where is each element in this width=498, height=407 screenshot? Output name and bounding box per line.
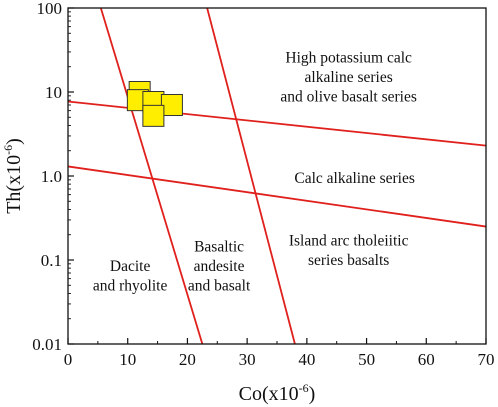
region-label-line: Island arc tholeiitic bbox=[289, 233, 409, 250]
x-tick-label: 30 bbox=[239, 350, 256, 369]
region-label: Island arc tholeiitic series basalts bbox=[289, 233, 409, 270]
x-tick-label: 40 bbox=[298, 350, 315, 369]
region-label-line: and basalt bbox=[188, 277, 251, 294]
x-axis-label: Co(x10-6) bbox=[239, 381, 316, 405]
y-tick-label: 0.01 bbox=[32, 335, 62, 354]
data-points bbox=[126, 81, 183, 127]
x-axis: 0 10 20 30 40 50 60 70 bbox=[64, 338, 495, 369]
region-label-line: Calc alkaline series bbox=[294, 170, 415, 187]
y-axis: 0.01 0.1 1.0 10 100 bbox=[32, 0, 74, 354]
y-tick-label: 100 bbox=[37, 0, 63, 18]
boundary-line-3 bbox=[99, 7, 204, 345]
region-label-line: Dacite bbox=[110, 258, 151, 275]
y-tick-label: 0.1 bbox=[41, 251, 62, 270]
boundary-line-2 bbox=[67, 165, 487, 228]
data-point bbox=[160, 94, 183, 117]
x-axis-label-exponent: -6 bbox=[299, 381, 309, 395]
y-axis-label-text: Th(x10 bbox=[3, 155, 25, 214]
region-label-line: series basalts bbox=[308, 252, 389, 269]
region-label: High potassium calc alkaline series and ol… bbox=[280, 50, 416, 106]
y-axis-label-suffix: ) bbox=[3, 138, 25, 145]
boundary-line-4 bbox=[206, 7, 296, 345]
region-label-line: and olive basalt series bbox=[280, 89, 416, 106]
region-label-line: Basaltic bbox=[194, 238, 244, 255]
region-label: Basaltic andesite and basalt bbox=[188, 238, 251, 294]
region-label-line: andesite bbox=[194, 258, 245, 275]
x-axis-label-text: Co(x10 bbox=[239, 383, 299, 405]
y-tick-label: 10 bbox=[45, 83, 62, 102]
x-tick-label: 20 bbox=[179, 350, 196, 369]
y-axis-label-exponent: -6 bbox=[1, 145, 15, 155]
data-point bbox=[142, 104, 165, 127]
x-tick-label: 0 bbox=[64, 350, 73, 369]
region-label: Calc alkaline series bbox=[294, 170, 415, 187]
region-label-line: High potassium calc bbox=[285, 50, 412, 67]
region-label-line: and rhyolite bbox=[93, 277, 168, 294]
x-axis-label-suffix: ) bbox=[309, 383, 316, 405]
region-label-line: alkaline series bbox=[305, 69, 393, 86]
y-tick-label: 1.0 bbox=[41, 167, 62, 186]
x-tick-label: 70 bbox=[478, 350, 495, 369]
x-tick-label: 10 bbox=[119, 350, 136, 369]
y-axis-label: Th(x10-6) bbox=[1, 138, 25, 214]
region-label: Dacite and rhyolite bbox=[93, 258, 168, 295]
x-tick-label: 50 bbox=[358, 350, 375, 369]
region-labels: High potassium calc alkaline series and ol… bbox=[93, 50, 417, 295]
x-tick-label: 60 bbox=[418, 350, 435, 369]
